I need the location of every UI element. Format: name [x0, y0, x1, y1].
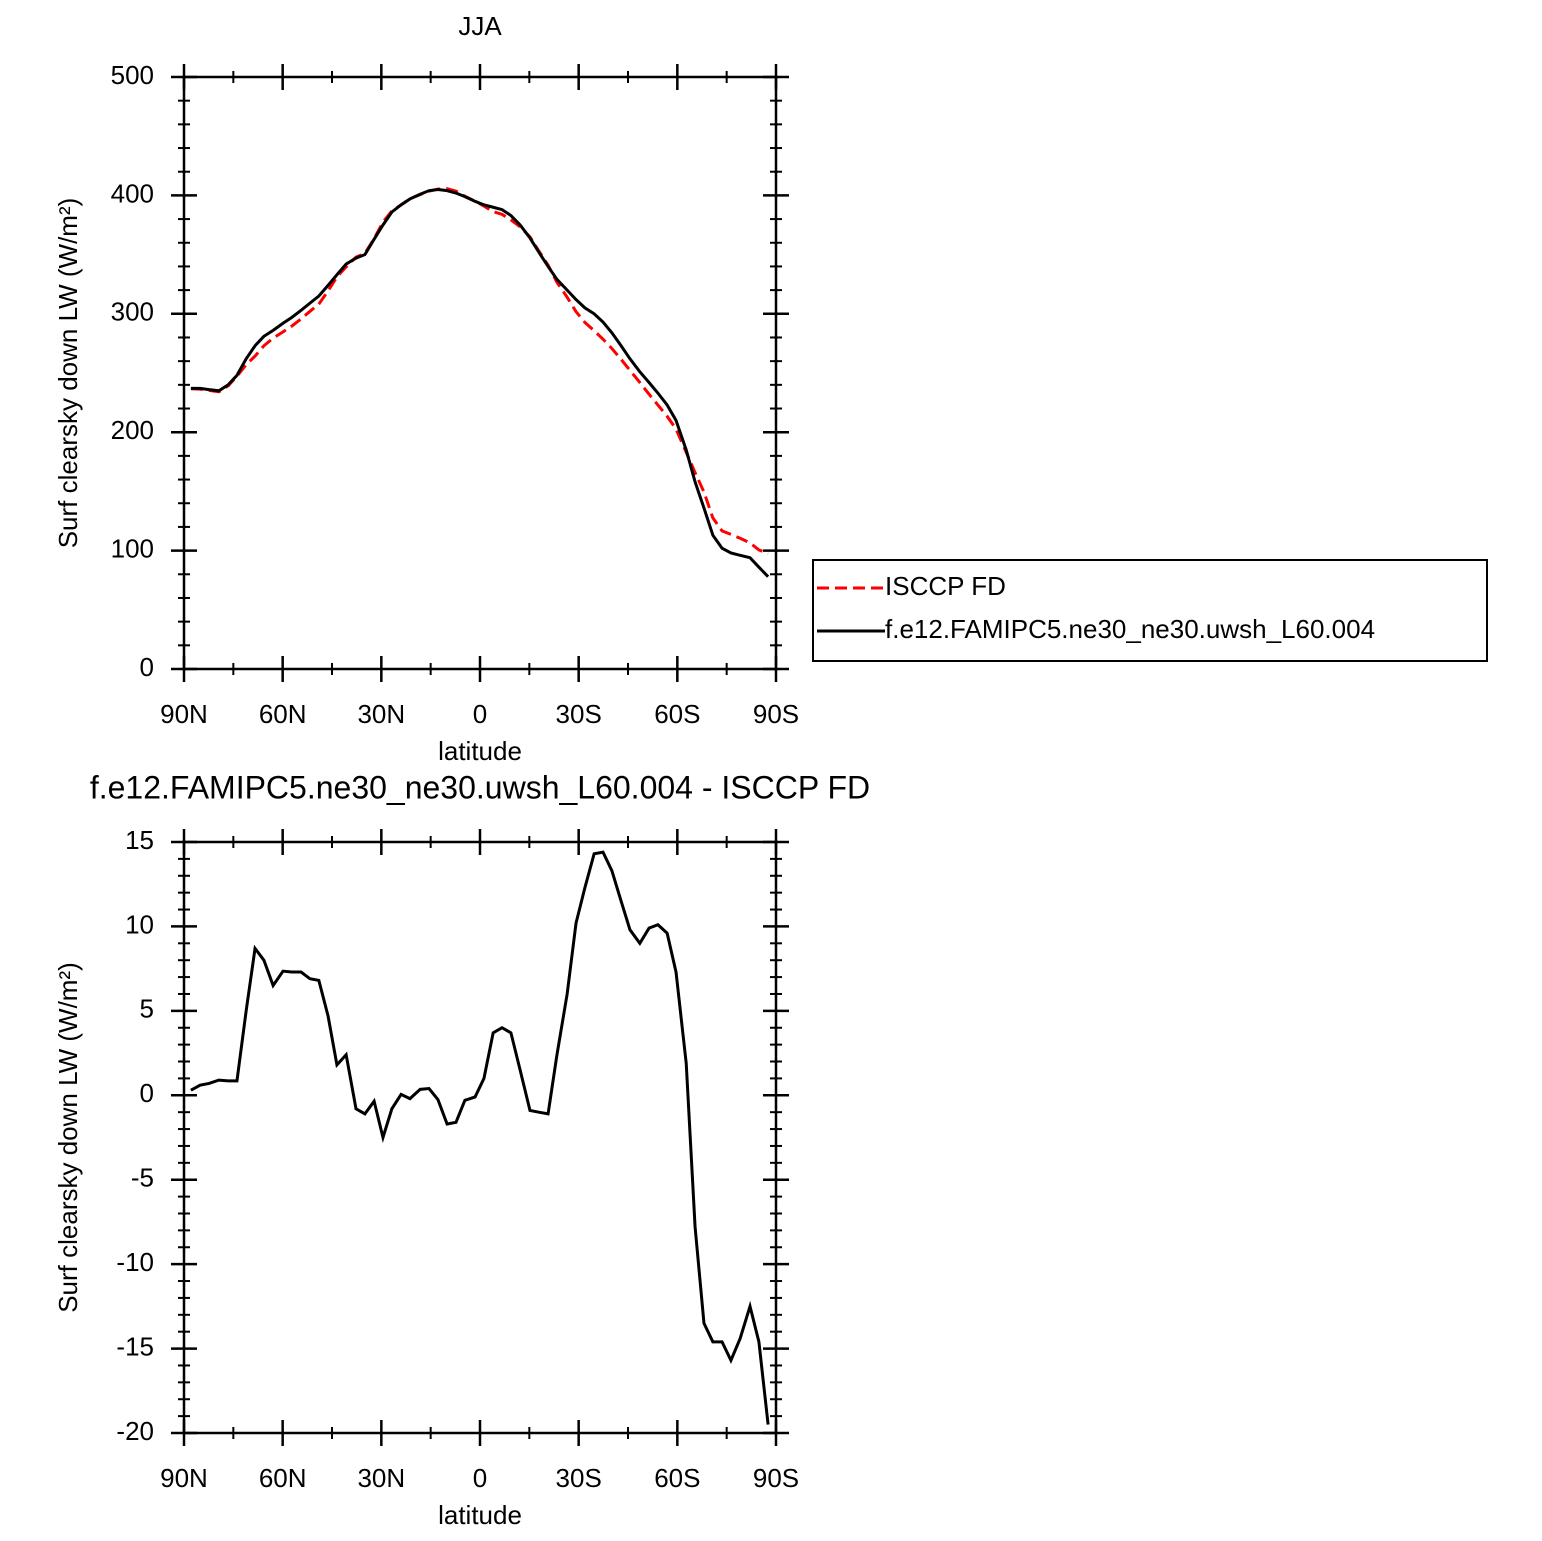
y-tick-label: 500 — [111, 60, 154, 90]
x-tick-label: 30N — [357, 1463, 405, 1493]
x-axis-label: latitude — [438, 1500, 522, 1530]
y-tick-label: -5 — [131, 1163, 154, 1193]
data-line — [190, 850, 770, 1425]
x-tick-label: 90N — [160, 1463, 208, 1493]
y-tick-label: 200 — [111, 415, 154, 445]
y-tick-label: 0 — [140, 1078, 154, 1108]
plot-frame — [182, 75, 778, 671]
x-tick-label: 30S — [556, 1463, 602, 1493]
y-tick-label: -20 — [116, 1416, 154, 1446]
chart-title: f.e12.FAMIPC5.ne30_ne30.uwsh_L60.004 - I… — [90, 769, 870, 805]
y-tick-label: 400 — [111, 178, 154, 208]
legend-label: f.e12.FAMIPC5.ne30_ne30.uwsh_L60.004 — [885, 614, 1375, 644]
x-tick-label: 60N — [259, 1463, 307, 1493]
x-tick-label: 60S — [654, 699, 700, 729]
plot-frame — [182, 840, 778, 1435]
x-tick-label: 90S — [753, 1463, 799, 1493]
y-tick-label: 10 — [125, 909, 154, 939]
x-tick-label: 30N — [357, 699, 405, 729]
y-tick-label: 15 — [125, 825, 154, 855]
x-tick-label: 30S — [556, 699, 602, 729]
x-tick-label: 90S — [753, 699, 799, 729]
x-tick-label: 60N — [259, 699, 307, 729]
data-line — [190, 187, 770, 578]
x-axis-label: latitude — [438, 736, 522, 766]
chart-title: JJA — [458, 11, 502, 41]
legend-label: ISCCP FD — [885, 571, 1006, 601]
y-tick-label: 300 — [111, 297, 154, 327]
y-tick-label: 5 — [140, 994, 154, 1024]
y-axis-label: Surf clearsky down LW (W/m²) — [53, 962, 83, 1313]
x-tick-label: 0 — [473, 1463, 487, 1493]
y-tick-label: -10 — [116, 1247, 154, 1277]
y-axis-label: Surf clearsky down LW (W/m²) — [53, 198, 83, 549]
x-tick-label: 90N — [160, 699, 208, 729]
y-tick-label: 0 — [140, 652, 154, 682]
data-line — [190, 187, 769, 555]
y-tick-label: -15 — [116, 1331, 154, 1361]
x-tick-label: 60S — [654, 1463, 700, 1493]
legend-box — [812, 559, 1488, 662]
y-tick-label: 100 — [111, 533, 154, 563]
x-tick-label: 0 — [473, 699, 487, 729]
